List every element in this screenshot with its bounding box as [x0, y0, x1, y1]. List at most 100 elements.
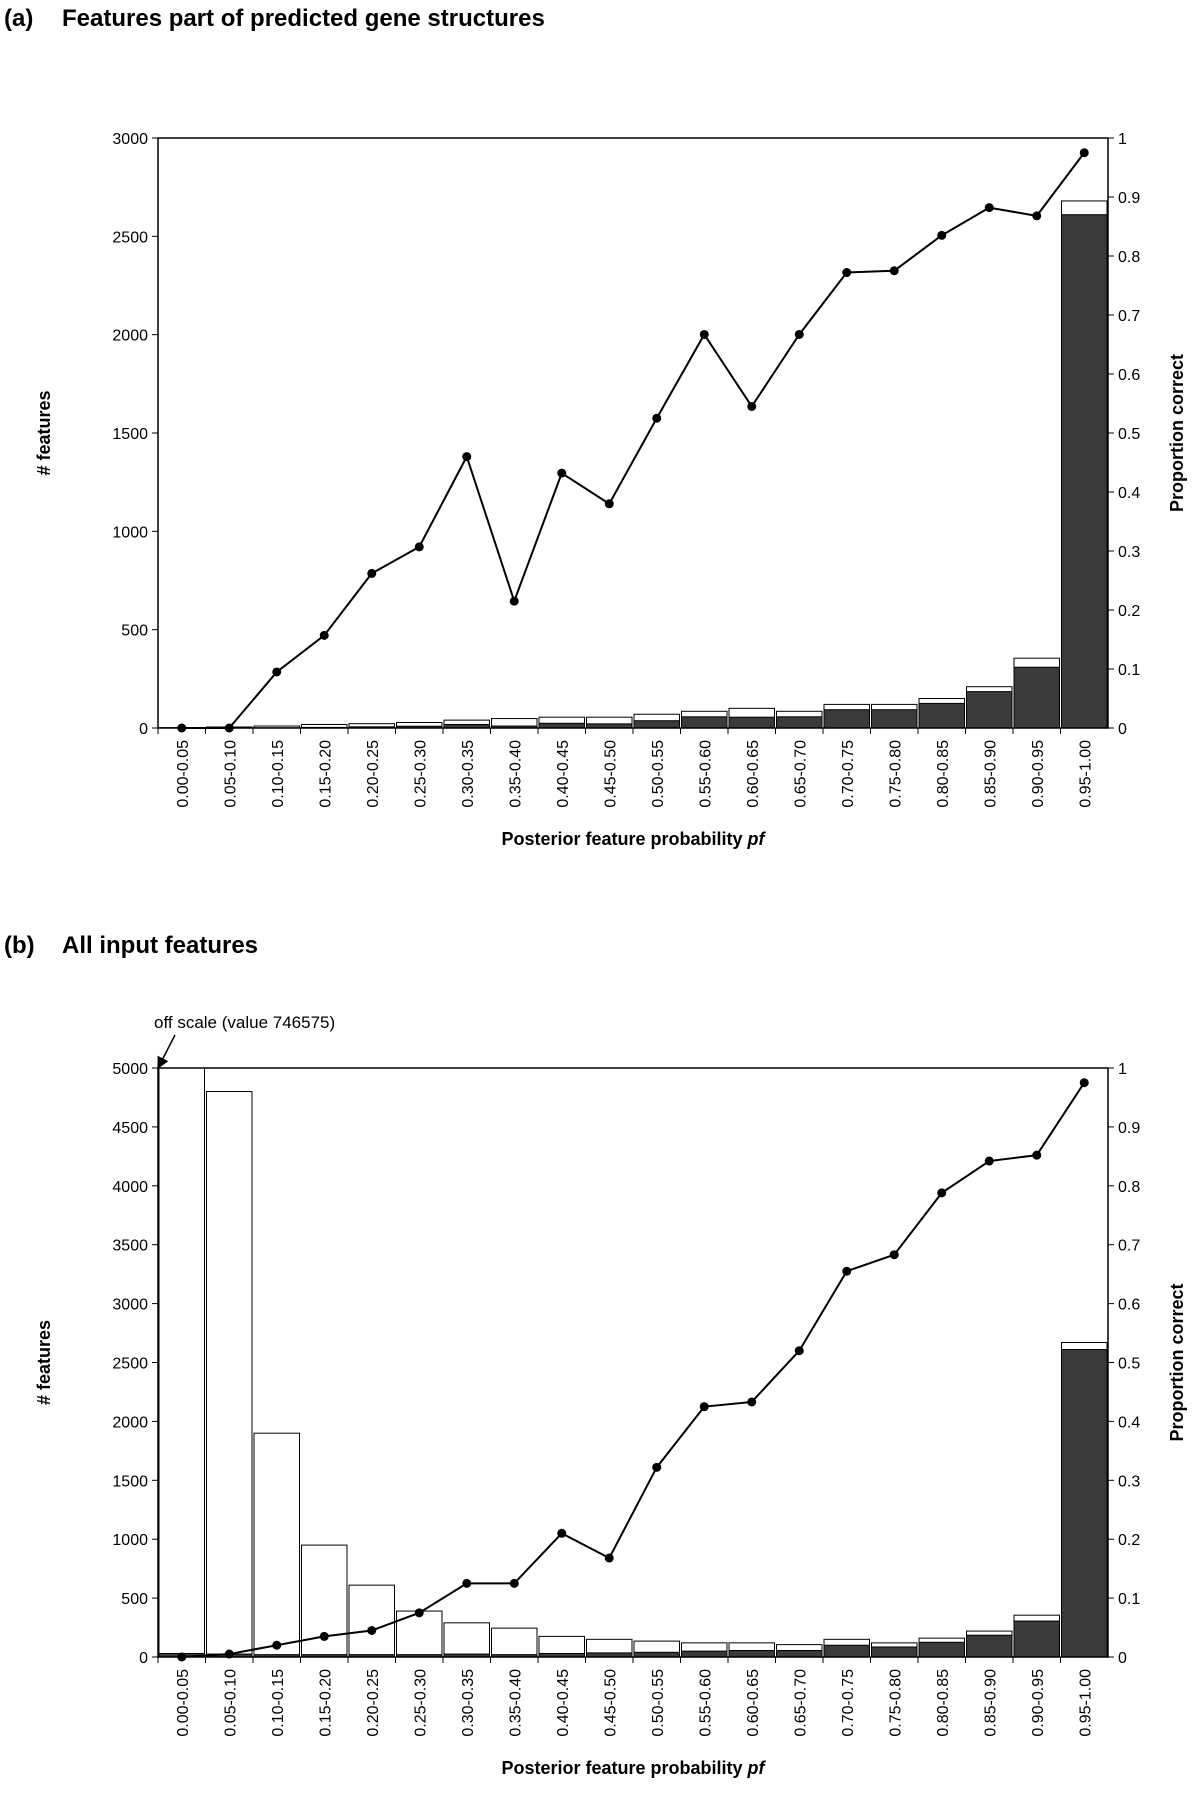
chart-title: All input features — [62, 932, 258, 959]
panel-label: (b) — [4, 932, 35, 959]
y2-tick-label: 0.3 — [1118, 1473, 1140, 1490]
y2-tick-label: 0.7 — [1118, 308, 1140, 325]
bar — [966, 1634, 1013, 1657]
x-tick-label: 0.65-0.70 — [792, 1669, 809, 1737]
y-tick-label: 3000 — [112, 1297, 148, 1314]
point — [747, 401, 757, 411]
point — [984, 203, 994, 213]
bar — [538, 722, 585, 728]
point — [557, 468, 567, 478]
bar — [538, 1635, 585, 1657]
y2-tick-label: 0.7 — [1118, 1238, 1140, 1255]
bar — [491, 1654, 538, 1657]
bar — [586, 716, 633, 728]
x-tick-label: 0.10-0.15 — [270, 1669, 287, 1737]
bar — [966, 691, 1013, 728]
point — [747, 1397, 757, 1407]
bar — [253, 1654, 300, 1657]
bar — [871, 1646, 918, 1657]
x-tick-label: 0.25-0.30 — [412, 740, 429, 808]
point — [604, 1553, 614, 1563]
bar — [206, 1091, 253, 1657]
y2-tick-label: 0.2 — [1118, 603, 1140, 620]
y2-tick-label: 0.5 — [1118, 426, 1140, 443]
x-tick-label: 0.05-0.10 — [222, 740, 239, 808]
bar — [728, 716, 775, 728]
plot-frame — [157, 137, 1109, 729]
y-tick-label: 0 — [139, 721, 148, 738]
x-tick-label: 0.70-0.75 — [840, 740, 857, 808]
bar — [728, 1650, 775, 1657]
point — [842, 268, 852, 278]
bar — [491, 1627, 538, 1657]
y2-tick-label: 0.1 — [1118, 662, 1140, 679]
y-tick-label: 1000 — [112, 524, 148, 541]
y2-tick-label: 0.6 — [1118, 367, 1140, 384]
y2-tick-label: 0.9 — [1118, 1120, 1140, 1137]
point — [652, 413, 662, 423]
annotation: off scale (value 746575) — [154, 1013, 335, 1032]
x-tick-label: 0.85-0.90 — [982, 740, 999, 808]
x-tick-label: 0.60-0.65 — [745, 1669, 762, 1737]
y2-axis-label: Proportion correct — [1167, 1283, 1187, 1441]
y2-tick-label: 0 — [1118, 721, 1127, 738]
x-tick-label: 0.00-0.05 — [175, 1669, 192, 1737]
point — [604, 499, 614, 509]
bar — [918, 1641, 965, 1657]
y2-tick-label: 0 — [1118, 1650, 1127, 1667]
y2-tick-label: 0.8 — [1118, 1179, 1140, 1196]
x-axis-label-text: Posterior feature probability — [501, 1758, 742, 1778]
point — [367, 1625, 377, 1635]
y2-tick-label: 1 — [1118, 1061, 1127, 1078]
bar — [396, 1654, 443, 1657]
bar — [301, 1654, 348, 1657]
point — [794, 329, 804, 339]
x-tick-label: 0.95-1.00 — [1077, 1669, 1094, 1737]
y2-tick-label: 1 — [1118, 131, 1127, 148]
bar — [1013, 1620, 1060, 1657]
y-axis-label: # features — [34, 390, 54, 475]
x-tick-label: 0.80-0.85 — [935, 740, 952, 808]
point — [842, 1266, 852, 1276]
y-tick-label: 2000 — [112, 1414, 148, 1431]
panel-label: (a) — [4, 5, 33, 32]
bar — [1061, 214, 1108, 728]
x-tick-label: 0.50-0.55 — [650, 740, 667, 808]
x-axis-label: Posterior feature probability pf — [501, 829, 766, 849]
bar — [538, 716, 585, 728]
point — [1032, 1150, 1042, 1160]
y2-tick-label: 0.9 — [1118, 190, 1140, 207]
point — [319, 1631, 329, 1641]
bar — [823, 709, 870, 728]
point — [272, 1640, 282, 1650]
bar — [681, 1650, 728, 1657]
x-axis-label-italic: pf — [747, 1758, 767, 1778]
y2-tick-label: 0.4 — [1118, 485, 1140, 502]
point — [699, 1402, 709, 1412]
bar — [1013, 666, 1060, 728]
x-tick-label: 0.60-0.65 — [745, 740, 762, 808]
y-axis-label: # features — [34, 1320, 54, 1405]
x-tick-label: 0.90-0.95 — [1030, 1669, 1047, 1737]
point — [889, 1250, 899, 1260]
y2-tick-label: 0.1 — [1118, 1591, 1140, 1608]
y-tick-label: 2000 — [112, 328, 148, 345]
point — [984, 1156, 994, 1166]
bar — [443, 1653, 490, 1657]
bar — [443, 723, 490, 728]
y2-tick-label: 0.3 — [1118, 544, 1140, 561]
bar — [301, 723, 348, 728]
y2-tick-label: 0.2 — [1118, 1532, 1140, 1549]
bar — [918, 702, 965, 728]
bar — [823, 1644, 870, 1657]
bar — [396, 721, 443, 728]
chart-title: Features part of predicted gene structur… — [62, 5, 545, 32]
bar — [776, 1650, 823, 1657]
y-tick-label: 3500 — [112, 1238, 148, 1255]
y-tick-label: 500 — [121, 623, 148, 640]
line — [181, 152, 1086, 729]
bar — [776, 716, 823, 728]
x-tick-label: 0.50-0.55 — [650, 1669, 667, 1737]
plot-frame — [157, 1067, 1109, 1658]
